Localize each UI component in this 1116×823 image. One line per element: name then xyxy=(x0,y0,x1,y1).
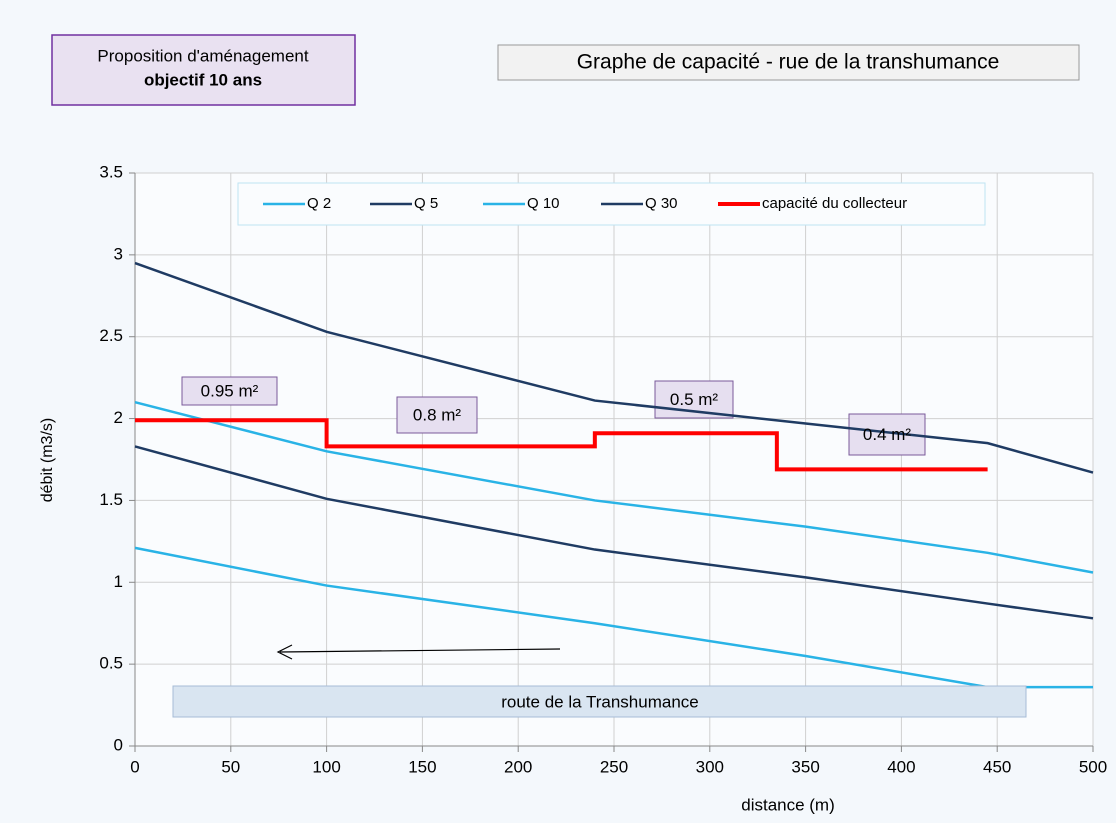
legend-label: Q 2 xyxy=(307,195,331,212)
x-tick-label: 50 xyxy=(221,757,240,776)
x-tick-label: 250 xyxy=(600,757,628,776)
y-axis-label: débit (m3/s) xyxy=(39,418,56,502)
subtitle: objectif 10 ans xyxy=(144,70,262,89)
y-tick-label: 3 xyxy=(114,244,123,263)
x-tick-label: 500 xyxy=(1079,757,1107,776)
legend-label: Q 30 xyxy=(645,195,678,212)
series-line xyxy=(134,261,1094,474)
route-box xyxy=(172,685,1027,718)
x-tick-label: 350 xyxy=(791,757,819,776)
x-tick-label: 450 xyxy=(983,757,1011,776)
x-tick-label: 100 xyxy=(312,757,340,776)
chart-title: Graphe de capacité - rue de la transhuma… xyxy=(577,51,1000,74)
series-line xyxy=(135,418,988,472)
annotation: 0.8 m² xyxy=(413,405,462,424)
y-tick-label: 1 xyxy=(114,572,123,591)
series-line xyxy=(134,445,1094,620)
route-label: route de la Transhumance xyxy=(501,692,699,711)
annotation-box xyxy=(181,376,278,406)
y-tick-label: 2 xyxy=(114,408,123,427)
arrow xyxy=(279,648,561,653)
legend-label: capacité du collecteur xyxy=(762,195,907,212)
subtitle-box xyxy=(51,34,356,106)
annotation: 0.4 m² xyxy=(863,425,912,444)
y-tick-label: 3.5 xyxy=(99,162,123,181)
y-tick-label: 0 xyxy=(114,735,123,754)
annotation-box xyxy=(396,396,478,434)
x-tick-label: 300 xyxy=(696,757,724,776)
y-tick-label: 2.5 xyxy=(99,326,123,345)
legend-label: Q 10 xyxy=(527,195,560,212)
subtitle: Proposition d'aménagement xyxy=(97,46,308,65)
x-tick-label: 400 xyxy=(887,757,915,776)
x-axis-label: distance (m) xyxy=(741,795,835,814)
series-line xyxy=(134,400,1094,574)
x-tick-label: 200 xyxy=(504,757,532,776)
annotation: 0.5 m² xyxy=(670,390,719,409)
x-tick-label: 0 xyxy=(130,757,139,776)
x-tick-label: 150 xyxy=(408,757,436,776)
annotation: 0.95 m² xyxy=(201,381,259,400)
title-box xyxy=(497,44,1080,81)
y-tick-label: 1.5 xyxy=(99,490,123,509)
y-tick-label: 0.5 xyxy=(99,654,123,673)
arrow-head xyxy=(276,644,293,660)
legend-label: Q 5 xyxy=(414,195,438,212)
